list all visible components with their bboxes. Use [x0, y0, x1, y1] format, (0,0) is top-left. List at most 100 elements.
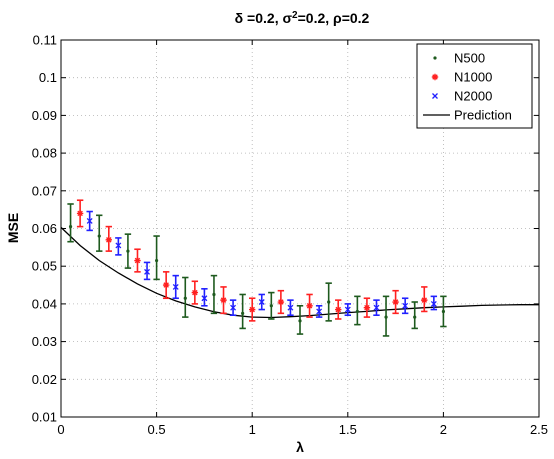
n1000-point — [191, 280, 199, 305]
y-tick-label: 0.1 — [39, 70, 57, 85]
legend-label-n2000: N2000 — [454, 89, 492, 104]
n500-point — [268, 291, 275, 320]
n500-point — [296, 304, 304, 335]
marker-dot — [298, 319, 302, 323]
y-tick-label: 0.11 — [33, 33, 57, 48]
marker-dot — [126, 249, 130, 253]
marker-star — [76, 210, 84, 217]
n500-point — [210, 274, 218, 315]
x-tick-label: 1.5 — [339, 422, 357, 437]
n2000-point — [373, 299, 380, 317]
legend-label-n500: N500 — [454, 51, 485, 66]
marker-dot — [155, 258, 159, 263]
marker-x — [344, 306, 351, 313]
marker-star — [191, 289, 199, 296]
y-tick-label: 0.01 — [32, 410, 57, 425]
marker-x — [432, 93, 438, 99]
n1000-point — [306, 293, 313, 318]
n500-point — [382, 295, 390, 337]
marker-dot — [212, 292, 216, 297]
marker-dot — [441, 309, 445, 314]
n2000-point — [143, 261, 151, 281]
n1000-point — [277, 289, 285, 315]
n500-point — [239, 293, 246, 330]
marker-x — [172, 283, 179, 290]
n1000-point — [249, 297, 256, 322]
marker-x — [86, 218, 93, 224]
y-tick-label: 0.05 — [32, 259, 57, 274]
n1000-point — [76, 199, 84, 228]
x-tick-label: 0.5 — [148, 422, 166, 437]
marker-dot — [183, 296, 187, 300]
marker-star — [277, 298, 285, 306]
marker-dot — [97, 234, 101, 238]
marker-dot — [327, 300, 331, 304]
marker-x — [316, 308, 323, 315]
y-tick-label: 0.09 — [32, 108, 57, 123]
n2000-point — [401, 297, 409, 315]
legend-label-prediction: Prediction — [454, 108, 512, 123]
n2000-point — [115, 237, 122, 256]
marker-x — [373, 304, 380, 311]
marker-star — [335, 306, 342, 313]
marker-star — [363, 304, 371, 311]
marker-dot — [433, 56, 437, 60]
marker-x — [230, 304, 237, 311]
data-points — [67, 199, 447, 337]
marker-dot — [355, 309, 359, 314]
marker-star — [306, 302, 313, 309]
n500-point — [354, 295, 361, 326]
marker-star — [249, 306, 256, 313]
y-tick-label: 0.08 — [32, 146, 57, 161]
y-axis-label: MSE — [5, 213, 21, 243]
marker-dot — [269, 304, 273, 308]
marker-x — [115, 242, 122, 249]
n2000-point — [258, 293, 265, 311]
n500-point — [124, 233, 132, 269]
x-axis-label: λ — [296, 439, 304, 455]
marker-star — [134, 257, 141, 264]
n1000-point — [421, 286, 428, 313]
marker-x — [144, 268, 150, 275]
marker-star — [421, 296, 428, 304]
marker-star — [392, 298, 399, 306]
marker-x — [287, 304, 294, 311]
marker-star — [431, 73, 439, 81]
prediction-curve-group — [60, 226, 539, 319]
x-tick-label: 2.5 — [530, 422, 548, 437]
n500-point — [67, 203, 74, 243]
marker-x — [201, 295, 208, 302]
marker-star — [162, 281, 170, 289]
n1000-point — [162, 271, 170, 300]
legend-label-n1000: N1000 — [454, 70, 492, 85]
x-tick-label: 0 — [57, 422, 64, 437]
n1000-point — [363, 297, 371, 318]
y-tick-label: 0.07 — [32, 183, 57, 198]
marker-x — [430, 300, 437, 307]
prediction-line — [60, 226, 539, 319]
y-tick-label: 0.04 — [32, 296, 57, 311]
n2000-point — [229, 299, 237, 317]
n2000-point — [430, 295, 438, 311]
n500-point — [153, 235, 160, 281]
y-tick-label: 0.06 — [32, 221, 57, 236]
x-tick-label: 1 — [249, 422, 256, 437]
marker-dot — [413, 315, 417, 319]
marker-x — [258, 299, 265, 305]
chart-title: δ =0.2, σ2=0.2, ρ=0.2 — [235, 10, 370, 27]
n500-point — [325, 282, 332, 322]
n500-point — [182, 276, 189, 318]
marker-star — [220, 296, 227, 304]
y-tick-label: 0.02 — [32, 372, 57, 387]
marker-dot — [68, 225, 73, 229]
axis-ticks: 0 0.5 1 1.5 2 2.5 0.01 0.02 0.03 0.04 0.05 0.06 0.07… — [32, 33, 548, 438]
marker-x — [402, 302, 409, 309]
y-tick-label: 0.03 — [32, 334, 57, 349]
n1000-point — [392, 289, 399, 315]
marker-dot — [384, 315, 388, 319]
n2000-point — [201, 288, 208, 307]
n500-point — [96, 214, 103, 252]
n2000-point — [86, 210, 93, 232]
marker-dot — [241, 311, 245, 315]
